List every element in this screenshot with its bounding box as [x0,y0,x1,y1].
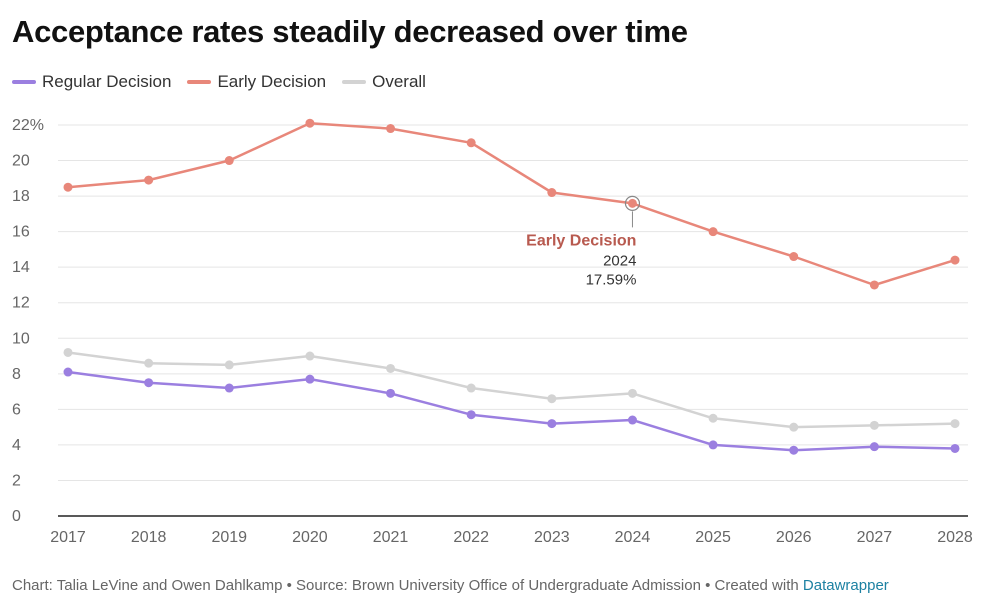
legend-item-overall: Overall [342,72,426,92]
data-point-regular-decision [63,367,73,377]
data-point-overall [466,383,476,393]
data-point-overall [305,351,315,361]
x-tick-label: 2017 [50,529,86,546]
y-tick-label: 20 [12,153,30,170]
data-point-overall [386,363,396,373]
legend-label-early-decision: Early Decision [217,72,327,91]
data-point-early-decision [305,118,315,128]
data-point-regular-decision [789,445,799,455]
y-tick-label: 10 [12,330,30,347]
data-point-early-decision [224,156,234,166]
data-point-overall [869,420,879,430]
data-point-regular-decision [466,410,476,420]
legend-item-early-decision: Early Decision [187,72,326,92]
footer-credits: Chart: Talia LeVine and Owen Dahlkamp • … [12,577,803,594]
data-point-overall [789,422,799,432]
data-point-regular-decision [144,378,154,388]
y-tick-label: 8 [12,366,21,383]
data-point-early-decision [869,280,879,290]
legend-label-regular-decision: Regular Decision [42,72,172,91]
annotation-series-label: Early Decision [526,232,636,249]
annotation-value: 17.59% [586,271,637,288]
data-point-regular-decision [950,443,960,453]
data-point-overall [547,394,557,404]
data-point-overall [63,347,73,357]
data-point-early-decision [708,227,718,237]
legend-item-regular-decision: Regular Decision [12,72,171,92]
y-tick-label: 18 [12,188,30,205]
series-line-regular-decision [66,370,957,452]
chart-footer: Chart: Talia LeVine and Owen Dahlkamp • … [12,577,889,594]
chart-legend: Regular Decision Early Decision Overall [12,72,442,92]
line-chart: 0 2 4 6 8 10 12 14 16 18 20 22% 2017 2018 2019 2020 2021… [12,117,973,546]
y-tick-label: 16 [12,224,30,241]
data-point-early-decision [144,175,154,185]
data-point-early-decision [547,188,557,198]
legend-swatch-regular-decision [12,80,36,84]
x-tick-label: 2018 [131,529,167,546]
data-point-regular-decision [305,374,315,384]
x-tick-label: 2020 [292,529,328,546]
y-tick-label: 2 [12,472,21,489]
legend-label-overall: Overall [372,72,426,91]
x-tick-label: 2024 [615,529,651,546]
y-tick-label: 6 [12,401,21,418]
data-point-overall [950,419,960,429]
data-point-regular-decision [627,415,637,425]
data-point-early-decision [466,138,476,148]
data-point-overall [708,413,718,423]
data-point-overall [627,388,637,398]
x-tick-label: 2021 [373,529,409,546]
data-point-regular-decision [869,442,879,452]
data-point-overall [224,360,234,370]
data-point-regular-decision [386,388,396,398]
data-point-early-decision [789,252,799,262]
legend-swatch-early-decision [187,80,212,84]
data-point-regular-decision [708,440,718,450]
data-point-early-decision [950,255,960,265]
data-point-regular-decision [224,383,234,393]
data-point-early-decision [627,198,637,208]
y-tick-label: 12 [12,295,30,312]
series-line-overall [66,351,957,429]
x-tick-label: 2022 [453,529,489,546]
annotation-highlight-ring [624,195,641,211]
y-tick-label: 0 [12,508,21,525]
x-tick-label: 2028 [937,529,973,546]
datawrapper-link[interactable]: Datawrapper [802,577,889,594]
x-tick-label: 2026 [776,529,812,546]
data-point-early-decision [386,124,396,134]
data-point-overall [144,358,154,368]
x-tick-label: 2027 [857,529,893,546]
data-point-regular-decision [547,419,557,429]
x-tick-label: 2023 [534,529,570,546]
chart-title: Acceptance rates steadily decreased over… [12,14,688,49]
series-line-early-decision [66,121,957,287]
annotation-year: 2024 [603,252,636,269]
x-tick-label: 2025 [695,529,731,546]
y-tick-label: 22% [12,117,44,134]
legend-swatch-overall [342,80,367,84]
y-tick-label: 4 [12,437,21,454]
x-tick-label: 2019 [211,529,247,546]
data-point-early-decision [63,182,73,192]
y-tick-label: 14 [12,259,30,276]
